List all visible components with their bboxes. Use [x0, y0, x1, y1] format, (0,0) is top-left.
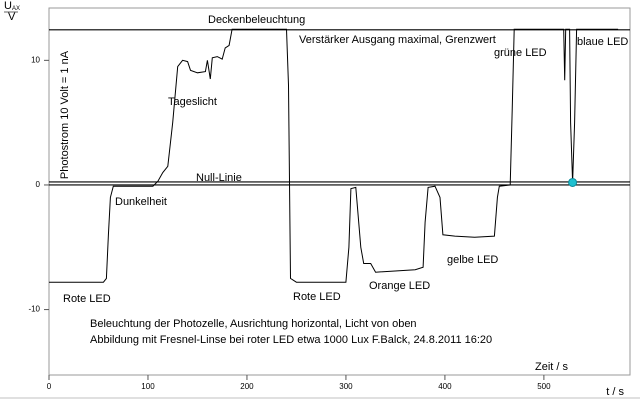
cursor-marker: [568, 177, 578, 187]
y-tick-label: -10: [28, 305, 40, 314]
annotation: Rote LED: [293, 291, 341, 303]
annotation: Orange LED: [369, 280, 430, 292]
y-axis-label: UAX: [4, 0, 20, 12]
annotation: Tageslicht: [168, 96, 217, 108]
annotation: gelbe LED: [447, 254, 498, 266]
x-tick-label: 500: [537, 382, 551, 391]
annotation: Verstärker Ausgang maximal, Grenzwert: [299, 34, 496, 46]
y-tick-label: 0: [36, 180, 41, 189]
annotation: Null-Linie: [196, 172, 242, 184]
x-tick-label: 0: [47, 382, 52, 391]
annotation: Dunkelheit: [115, 196, 167, 208]
x-tick-label: 200: [240, 382, 254, 391]
x-tick-label: 100: [141, 382, 155, 391]
annotation: Deckenbeleuchtung: [208, 14, 305, 26]
annotation: Abbildung mit Fresnel-Linse bei roter LE…: [90, 334, 492, 346]
y-tick-label: 10: [31, 55, 40, 64]
annotation: Rote LED: [63, 293, 111, 305]
annotation: blaue LED: [577, 36, 628, 48]
data-line: [49, 28, 619, 283]
x-axis-label: t / s: [606, 386, 624, 398]
y-axis-unit: V: [8, 11, 16, 23]
x-tick-label: 300: [339, 382, 353, 391]
x-tick-label: 400: [438, 382, 452, 391]
annotation: grüne LED: [494, 47, 547, 59]
annotation: Beleuchtung der Photozelle, Ausrichtung …: [90, 318, 417, 330]
plot-frame: [48, 7, 631, 376]
annotation: Photostrom 10 Volt = 1 nA: [59, 50, 71, 179]
annotation: Zeit / s: [535, 361, 569, 373]
